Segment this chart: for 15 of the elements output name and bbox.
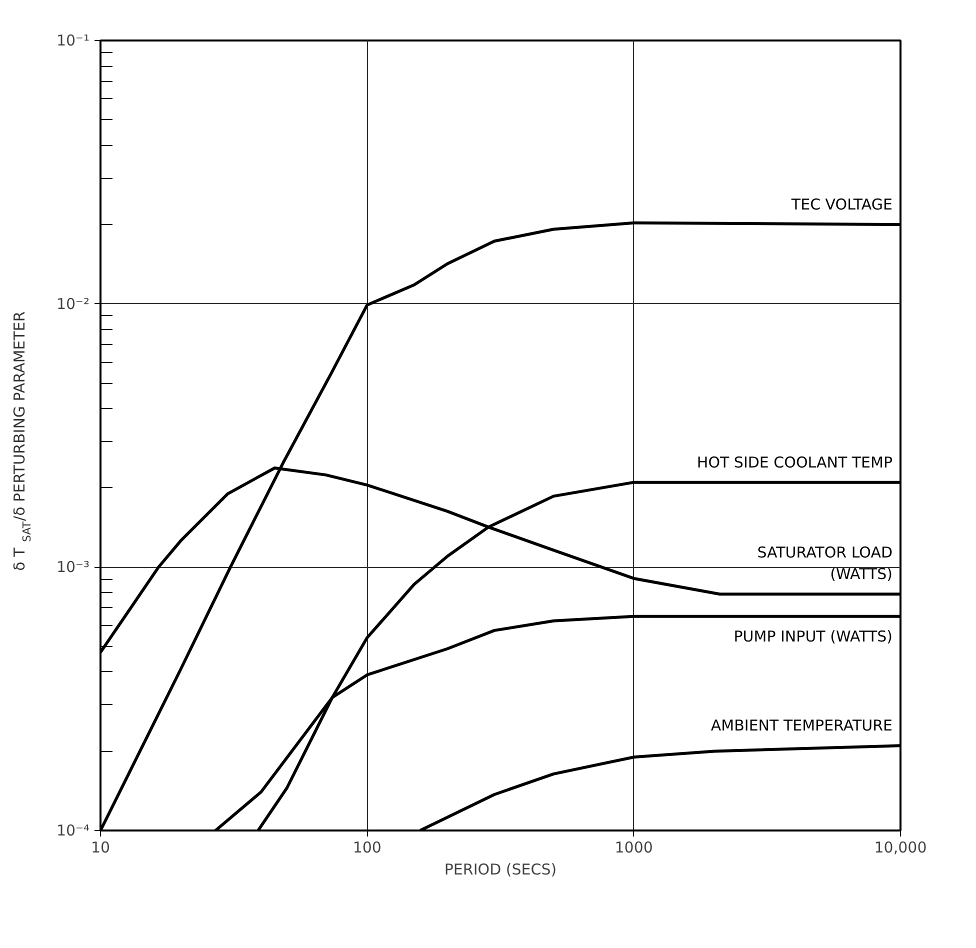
y-tick-label: 10⁻¹ <box>56 32 90 50</box>
x-tick-label: 10 <box>90 838 110 856</box>
series-label: SATURATOR LOAD (WATTS) <box>757 544 893 584</box>
y-tick-label: 10⁻² <box>56 294 90 313</box>
y-tick-label: 10⁻⁴ <box>56 822 90 840</box>
x-tick-label: 1000 <box>614 838 653 856</box>
series-label: HOT SIDE COOLANT TEMP <box>696 453 893 472</box>
x-tick-label: 10,000 <box>874 838 927 856</box>
series-label: TEC VOLTAGE <box>790 196 893 214</box>
x-tick-label: 100 <box>352 838 382 856</box>
y-axis-title: δ TSAT/δ PERTURBING PARAMETER <box>10 311 34 571</box>
series-label: AMBIENT TEMPERATURE <box>710 716 893 735</box>
x-axis-title: PERIOD (SECS) <box>444 860 557 878</box>
series-label: PUMP INPUT (WATTS) <box>734 627 893 646</box>
y-tick-label: 10⁻³ <box>56 558 90 576</box>
